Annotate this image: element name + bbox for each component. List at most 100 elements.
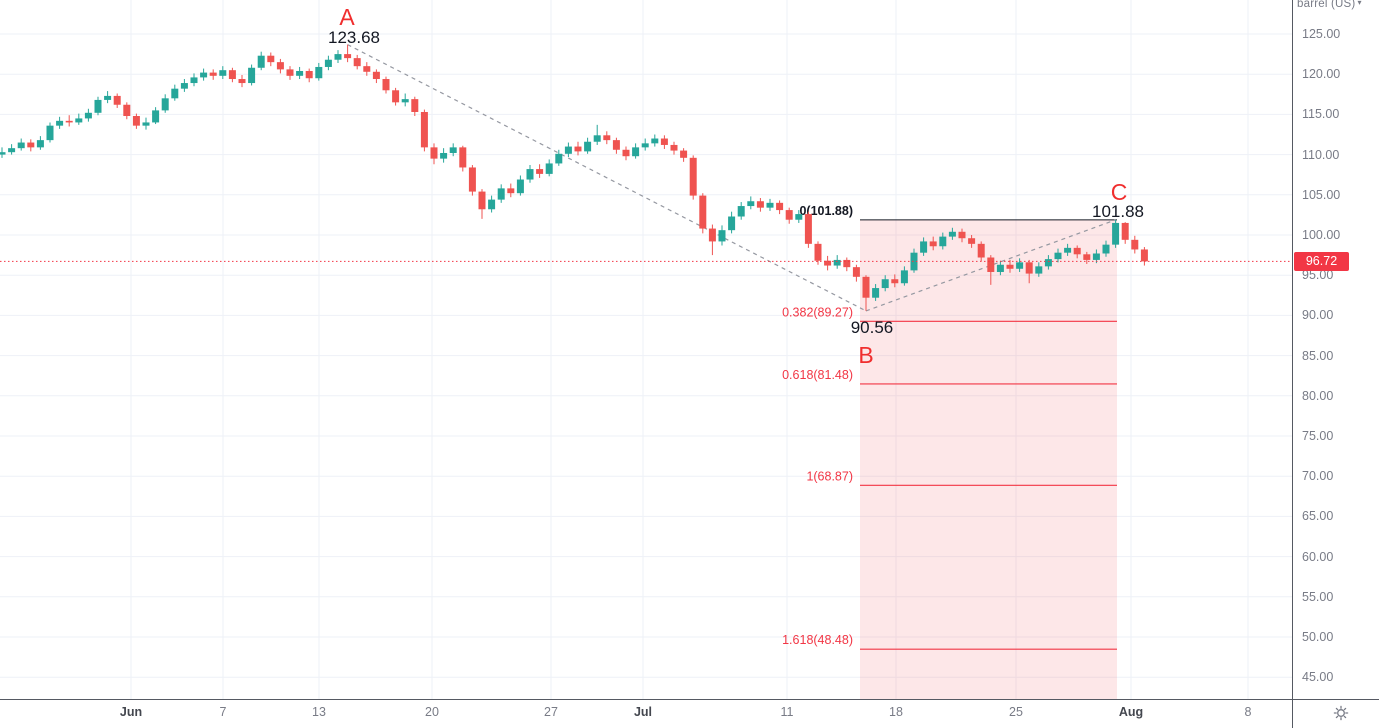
- candle: [536, 169, 544, 174]
- candle: [286, 69, 294, 76]
- candle: [420, 111, 428, 148]
- candle: [401, 99, 409, 103]
- price-tick-label: 105.00: [1302, 187, 1341, 202]
- candle: [900, 270, 908, 284]
- candle: [747, 201, 755, 207]
- candle: [977, 243, 985, 258]
- candle: [1083, 254, 1091, 260]
- candle: [622, 149, 630, 157]
- candle: [862, 276, 870, 298]
- candle: [65, 120, 73, 123]
- candle: [488, 199, 496, 210]
- candle: [248, 67, 256, 84]
- candle: [516, 179, 524, 194]
- candle: [132, 116, 140, 126]
- price-tick-label: 115.00: [1302, 107, 1340, 122]
- candle: [612, 140, 620, 150]
- candle: [872, 288, 880, 298]
- candle: [392, 90, 400, 103]
- trendline-ab[interactable]: [347, 44, 867, 312]
- candle: [545, 163, 553, 174]
- point-c-price: 101.88: [1092, 202, 1144, 221]
- point-c-label[interactable]: C: [1111, 179, 1128, 205]
- price-tick-label: 110.00: [1302, 147, 1340, 162]
- candle: [785, 210, 793, 220]
- candle: [142, 122, 150, 126]
- candle: [1016, 262, 1024, 269]
- candle: [795, 214, 803, 220]
- candle: [680, 150, 688, 158]
- price-tick-label: 55.00: [1302, 589, 1334, 604]
- price-tick-label: 65.00: [1302, 509, 1334, 524]
- candle: [200, 72, 208, 78]
- point-b-label[interactable]: B: [858, 342, 873, 368]
- fib-level-label: 1.618(48.48): [782, 633, 853, 647]
- candle: [987, 257, 995, 272]
- candle: [718, 230, 726, 242]
- time-tick-label: Aug: [1118, 705, 1144, 719]
- candle: [17, 142, 25, 149]
- candle: [382, 79, 390, 91]
- time-axis[interactable]: Jun 7 13 20 27 Jul 11 18 25 Aug 8: [0, 699, 1379, 728]
- candle: [372, 71, 380, 80]
- candle: [843, 259, 851, 268]
- price-axis[interactable]: barrel (US) ▾ 125.00 120.00 115.00 110.00 105…: [1292, 0, 1379, 699]
- candle: [920, 241, 928, 253]
- time-tick-label: 8: [1244, 705, 1252, 719]
- candle: [526, 169, 534, 180]
- candle: [8, 148, 16, 153]
- candle: [1131, 239, 1139, 250]
- candle: [852, 267, 860, 277]
- candle: [104, 95, 112, 100]
- candle: [1035, 266, 1043, 274]
- candle: [459, 147, 467, 168]
- fib-shade-area[interactable]: [860, 219, 1117, 699]
- candle: [910, 252, 918, 271]
- candle: [1025, 262, 1033, 274]
- candle: [257, 55, 265, 68]
- candle: [1064, 247, 1072, 253]
- candle: [1121, 222, 1129, 240]
- candle: [1140, 249, 1148, 262]
- candle: [689, 157, 697, 196]
- candle: [411, 99, 419, 112]
- candle: [152, 110, 160, 123]
- candle: [804, 214, 812, 244]
- candle: [113, 95, 121, 105]
- time-tick-label: 13: [312, 705, 326, 719]
- unit-caret-icon: ▾: [1357, 0, 1362, 7]
- candle: [1073, 247, 1081, 255]
- chart-pane[interactable]: 0(101.88) 0.382(89.27) 0.618(81.48) 1(68.87…: [0, 0, 1292, 699]
- candle: [228, 70, 236, 80]
- price-tick-label: 75.00: [1302, 429, 1334, 443]
- candle: [46, 125, 54, 141]
- candle: [996, 264, 1004, 272]
- candle: [814, 243, 822, 261]
- candle: [1102, 244, 1110, 254]
- unit-label-text: barrel (US): [1297, 0, 1356, 10]
- candle: [824, 260, 832, 266]
- time-tick-label: 25: [1009, 705, 1023, 719]
- price-tick-label: 120.00: [1302, 67, 1341, 82]
- candle: [84, 112, 92, 119]
- price-tick-label: 100.00: [1302, 228, 1341, 242]
- point-a-label[interactable]: A: [339, 4, 355, 30]
- time-tick-label: 11: [780, 705, 794, 719]
- price-tick-label: 85.00: [1302, 348, 1334, 363]
- fib-level-label: 0(101.88): [799, 204, 853, 218]
- candle: [497, 188, 505, 200]
- settings-gear-icon[interactable]: [1333, 705, 1349, 721]
- candle: [737, 206, 745, 217]
- fib-level-label: 0.618(81.48): [782, 368, 853, 382]
- candle: [238, 79, 246, 84]
- candle: [651, 138, 659, 144]
- candle: [56, 120, 64, 126]
- candle: [507, 188, 515, 194]
- current-price-badge: 96.72: [1294, 251, 1349, 271]
- candle: [929, 241, 937, 247]
- candle: [27, 142, 35, 148]
- candle: [36, 140, 44, 148]
- candle: [75, 118, 83, 123]
- candle: [891, 279, 899, 284]
- unit-label[interactable]: barrel (US) ▾: [1297, 0, 1362, 10]
